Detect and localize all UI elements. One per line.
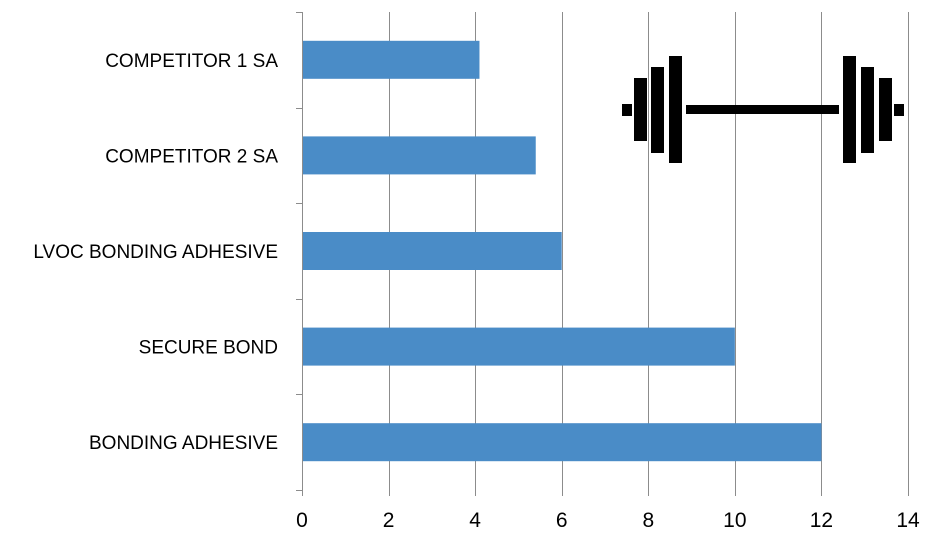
barbell-right-plate-small bbox=[879, 78, 892, 141]
y-category-label: COMPETITOR 2 SA bbox=[105, 146, 278, 167]
bar-bonding-adhesive bbox=[303, 423, 822, 462]
x-tick-label: 10 bbox=[723, 509, 746, 532]
barbell-left-collar bbox=[622, 104, 632, 116]
y-category-label: BONDING ADHESIVE bbox=[89, 433, 278, 454]
x-tick-label: 4 bbox=[469, 509, 481, 532]
x-tick-label: 2 bbox=[383, 509, 395, 532]
barbell-left-plate-small bbox=[634, 78, 647, 141]
bar-competitor-2-sa bbox=[303, 136, 536, 175]
bars bbox=[303, 40, 822, 462]
x-tick-label: 14 bbox=[896, 509, 920, 532]
tick-labels: 0 2 4 6 8 10 12 14 COMPETITOR 1 SA COMPETITOR 2 S… bbox=[33, 51, 920, 532]
barbell-right-collar bbox=[894, 104, 904, 116]
bar-secure-bond bbox=[303, 327, 735, 366]
y-category-label: LVOC BONDING ADHESIVE bbox=[33, 242, 278, 263]
barbell-left-plate-medium bbox=[651, 67, 664, 153]
bar-competitor-1-sa bbox=[303, 40, 480, 79]
axes bbox=[296, 12, 909, 496]
x-tick-label: 0 bbox=[296, 509, 308, 532]
barbell-right-plate-medium bbox=[861, 67, 874, 153]
gridlines bbox=[389, 12, 909, 490]
barbell-right-plate-large bbox=[843, 56, 856, 163]
barbell-left-plate-large bbox=[669, 56, 682, 163]
barbell-bar bbox=[686, 105, 839, 114]
y-category-label: SECURE BOND bbox=[139, 338, 278, 359]
x-tick-label: 12 bbox=[810, 509, 833, 532]
barbell-icon bbox=[622, 56, 904, 163]
y-category-label: COMPETITOR 1 SA bbox=[105, 51, 278, 72]
bar-lvoc-bonding-adhesive bbox=[303, 232, 562, 270]
x-tick-label: 8 bbox=[642, 509, 654, 532]
x-tick-label: 6 bbox=[556, 509, 568, 532]
